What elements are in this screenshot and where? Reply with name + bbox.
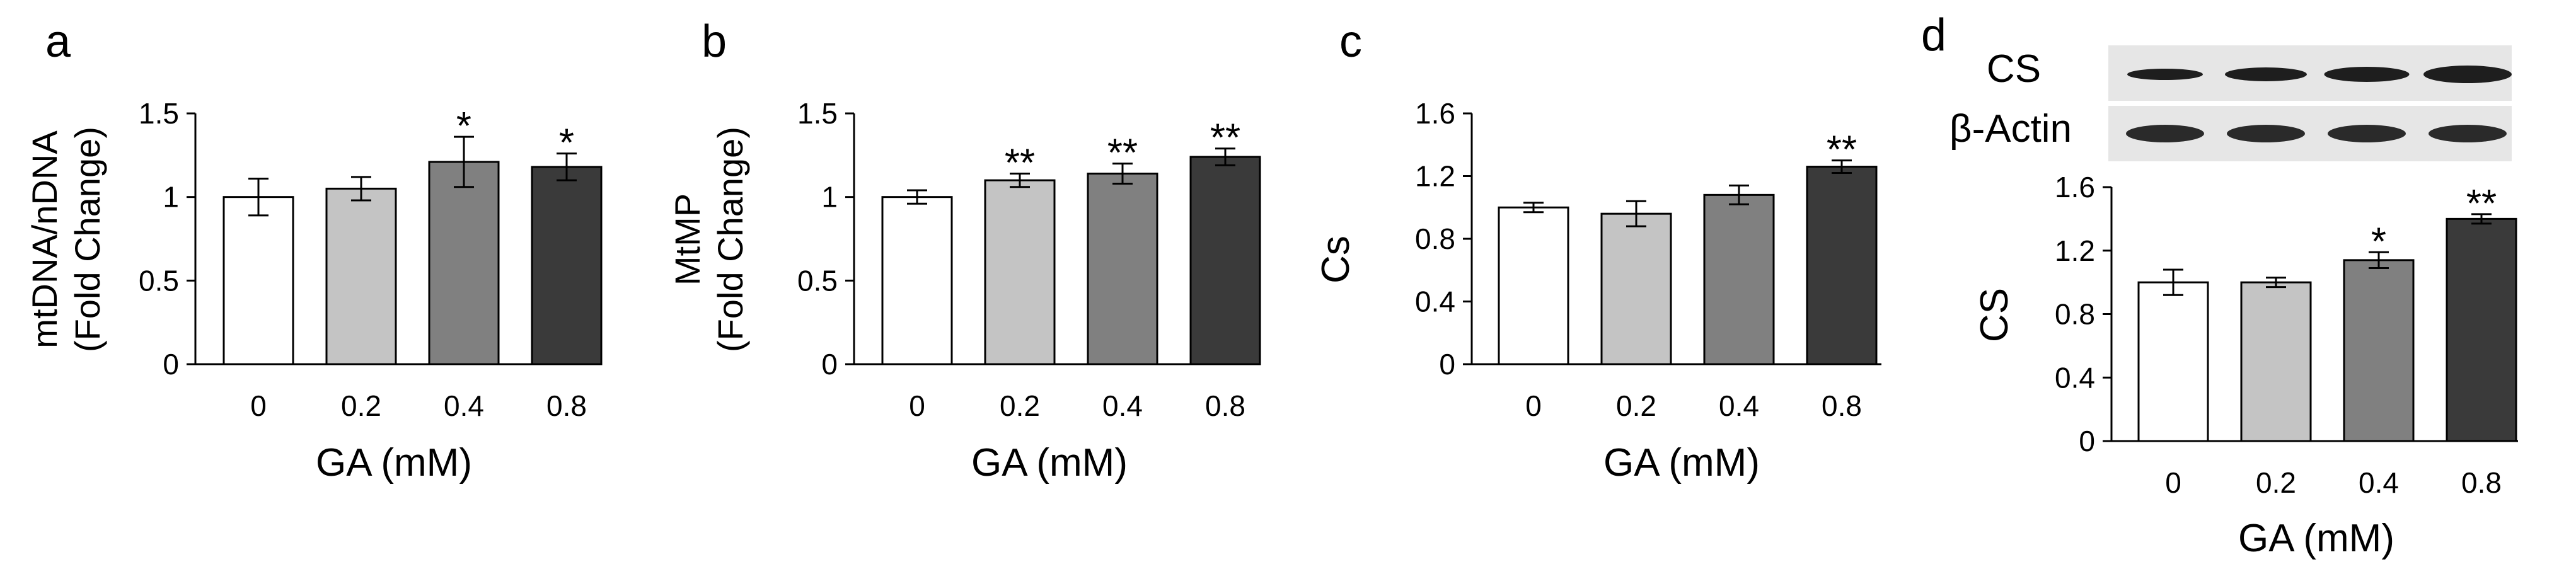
significance-marker-d-2: * xyxy=(2371,220,2386,263)
blot-band-cs-1 xyxy=(2225,67,2307,81)
bar-a-1 xyxy=(325,187,397,365)
bar-c-3 xyxy=(1806,166,1878,365)
y-tick-label-d: 0.8 xyxy=(2055,298,2095,331)
bar-c-2 xyxy=(1703,193,1775,365)
bar-a-2 xyxy=(428,161,500,365)
significance-marker-a-3: * xyxy=(559,122,574,165)
panel-label-c: c xyxy=(1339,16,1362,67)
category-label-b-0: 0 xyxy=(909,389,925,422)
y-tick-label-d: 0 xyxy=(2079,425,2095,457)
bar-d-1 xyxy=(2240,281,2312,442)
y-tick-label-b: 1.5 xyxy=(797,97,838,130)
bar-a-0 xyxy=(222,196,294,365)
y-tick-label-c: 0.4 xyxy=(1415,285,1455,318)
chart-panel-d: 0 0.4 0.8 1.2 1.6 0 0.2 * 0.4 ** 0.8 GA (mM) CS xyxy=(1973,171,2518,560)
bar-b-2 xyxy=(1087,173,1158,365)
bar-a-3 xyxy=(531,166,603,365)
significance-marker-b-3: ** xyxy=(1210,117,1240,160)
y-tick-label-b: 1 xyxy=(821,181,838,214)
y-tick-label-a: 0 xyxy=(163,348,179,381)
y-tick-label-d: 1.2 xyxy=(2055,234,2095,267)
x-axis-label-a: GA (mM) xyxy=(316,441,472,485)
blot-band-beta-actin-3 xyxy=(2429,125,2507,142)
blot-band-beta-actin-2 xyxy=(2328,125,2406,142)
category-label-d-2: 0.4 xyxy=(2359,466,2399,499)
y-tick-label-a: 1 xyxy=(163,181,179,214)
category-label-d-3: 0.8 xyxy=(2461,466,2502,499)
category-label-b-3: 0.8 xyxy=(1205,389,1245,422)
bar-d-2 xyxy=(2343,259,2415,442)
y-tick-label-c: 0.8 xyxy=(1415,222,1455,255)
panel-label-d: d xyxy=(1921,10,1946,60)
category-label-c-3: 0.8 xyxy=(1822,389,1862,422)
blot-band-cs-2 xyxy=(2324,67,2410,82)
category-label-a-3: 0.8 xyxy=(546,389,587,422)
y-axis-label-a-line-1: (Fold Change) xyxy=(67,127,107,352)
blot-label-cs: CS xyxy=(1987,47,2041,91)
bar-d-3 xyxy=(2446,217,2517,442)
x-axis-label-b: GA (mM) xyxy=(971,441,1128,485)
y-tick-label-d: 1.6 xyxy=(2055,171,2095,204)
x-axis-label-c: GA (mM) xyxy=(1603,441,1760,485)
significance-marker-c-3: ** xyxy=(1827,129,1857,172)
category-label-d-1: 0.2 xyxy=(2256,466,2296,499)
panel-label-a: a xyxy=(45,16,71,67)
blot-band-cs-0 xyxy=(2127,69,2203,80)
bar-b-3 xyxy=(1189,156,1261,365)
category-label-c-0: 0 xyxy=(1525,389,1542,422)
y-tick-label-a: 1.5 xyxy=(139,97,179,130)
y-axis-label-a-line-0: mtDNA/nDNA xyxy=(25,130,64,348)
y-axis-label-c: Cs xyxy=(1314,236,1358,284)
y-tick-label-c: 1.2 xyxy=(1415,160,1455,193)
bar-b-1 xyxy=(984,179,1056,365)
y-tick-label-a: 0.5 xyxy=(139,264,179,297)
y-axis-label-d: CS xyxy=(1973,288,2016,342)
western-blot-image: CS β-Actin xyxy=(1949,45,2512,161)
category-label-a-0: 0 xyxy=(250,389,267,422)
category-label-a-1: 0.2 xyxy=(341,389,381,422)
y-axis-label-b-line-0: MtMP xyxy=(667,193,707,285)
category-label-a-2: 0.4 xyxy=(444,389,484,422)
y-tick-label-b: 0 xyxy=(821,348,838,381)
significance-marker-a-2: * xyxy=(456,105,471,148)
category-label-b-1: 0.2 xyxy=(1000,389,1040,422)
blot-band-cs-3 xyxy=(2423,66,2512,83)
category-label-c-2: 0.4 xyxy=(1719,389,1759,422)
bar-c-1 xyxy=(1600,212,1672,365)
blot-band-beta-actin-0 xyxy=(2126,125,2204,142)
y-axis-label-b-line-1: (Fold Change) xyxy=(710,127,750,352)
category-label-c-1: 0.2 xyxy=(1616,389,1656,422)
chart-panel-c: 0 0.4 0.8 1.2 1.6 0 0.2 0.4 ** 0.8 GA (mM) Cs xyxy=(1314,97,1881,485)
bar-b-0 xyxy=(881,196,953,365)
significance-marker-b-1: ** xyxy=(1005,142,1035,185)
significance-marker-b-2: ** xyxy=(1107,132,1138,175)
bar-d-0 xyxy=(2137,281,2209,442)
y-tick-label-c: 1.6 xyxy=(1415,97,1455,130)
category-label-d-0: 0 xyxy=(2165,466,2181,499)
x-axis-label-d: GA (mM) xyxy=(2238,517,2394,560)
category-label-b-2: 0.4 xyxy=(1102,389,1143,422)
blot-label-beta-actin: β-Actin xyxy=(1949,107,2072,151)
y-tick-label-c: 0 xyxy=(1439,348,1455,381)
bar-c-0 xyxy=(1498,206,1569,365)
chart-panel-a: 0 0.5 1 1.5 0 0.2 * 0.4 * 0.8 GA (mM) mtDNA/nDNA (Fo… xyxy=(25,97,603,485)
y-tick-label-b: 0.5 xyxy=(797,264,838,297)
chart-panel-b: 0 0.5 1 1.5 0 ** 0.2 ** 0.4 ** 0.8 GA (mM) MtMP (Fold… xyxy=(667,97,1261,485)
significance-marker-d-3: ** xyxy=(2466,182,2497,226)
blot-band-beta-actin-1 xyxy=(2227,125,2305,142)
y-tick-label-d: 0.4 xyxy=(2055,361,2095,394)
panel-label-b: b xyxy=(702,16,727,67)
